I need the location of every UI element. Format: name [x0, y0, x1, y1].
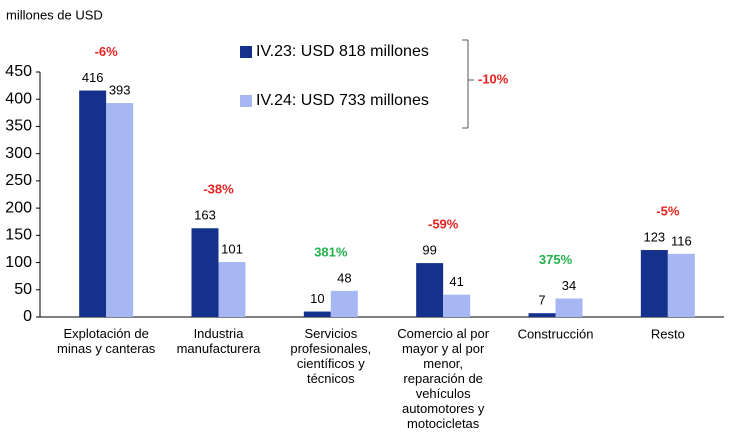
bar	[79, 90, 107, 317]
total-change: -10%	[478, 71, 509, 86]
y-tick-label: 400	[5, 90, 32, 107]
x-tick-label: Industria manufacturera	[177, 326, 262, 356]
value-label: 7	[538, 293, 545, 308]
value-label: 393	[109, 82, 131, 97]
bar	[443, 294, 471, 317]
change-label: -59%	[428, 217, 459, 232]
y-axis-label: millones de USD	[6, 7, 103, 22]
value-label: 48	[337, 270, 351, 285]
value-label: 123	[643, 229, 665, 244]
bar	[640, 250, 668, 317]
x-tick-label: Servicios profesionales, científicos y técn…	[290, 326, 371, 386]
value-label: 116	[671, 233, 692, 248]
bar	[528, 313, 556, 317]
y-tick-label: 200	[5, 199, 32, 216]
legend-label: IV.24: USD 733 millones	[256, 92, 429, 109]
bar	[667, 253, 695, 317]
bar	[218, 262, 246, 317]
value-label: 34	[562, 278, 576, 293]
change-label: 375%	[539, 252, 573, 267]
bar	[191, 228, 219, 317]
change-label: -38%	[203, 182, 234, 197]
change-label: -6%	[95, 44, 119, 59]
x-tick-label: Explotación de minas y canteras	[57, 326, 156, 356]
bar	[416, 263, 444, 317]
x-tick-label: Comercio al por mayor y al por menor, repar…	[397, 326, 489, 431]
y-tick-label: 0	[23, 308, 32, 325]
x-tick-label: Resto	[651, 326, 685, 341]
y-tick-label: 50	[14, 281, 32, 298]
legend-swatch	[240, 46, 252, 58]
legend-label: IV.23: USD 818 millones	[256, 43, 429, 60]
y-tick-label: 100	[5, 254, 32, 271]
bar	[106, 103, 134, 318]
change-label: 381%	[314, 244, 348, 259]
y-tick-label: 300	[5, 145, 32, 162]
value-label: 101	[221, 241, 243, 256]
value-label: 416	[82, 70, 104, 85]
value-label: 41	[449, 274, 463, 289]
value-label: 10	[310, 291, 324, 306]
value-label: 99	[422, 243, 436, 258]
x-tick-label: Construcción	[518, 326, 594, 341]
bar	[303, 311, 331, 317]
y-tick-label: 350	[5, 118, 32, 135]
y-tick-label: 150	[5, 227, 32, 244]
y-tick-label: 250	[5, 172, 32, 189]
legend-swatch	[240, 95, 252, 107]
bar	[330, 290, 358, 317]
change-label: -5%	[656, 203, 680, 218]
y-tick-label: 450	[5, 63, 32, 80]
value-label: 163	[194, 208, 216, 223]
bar	[555, 298, 583, 317]
